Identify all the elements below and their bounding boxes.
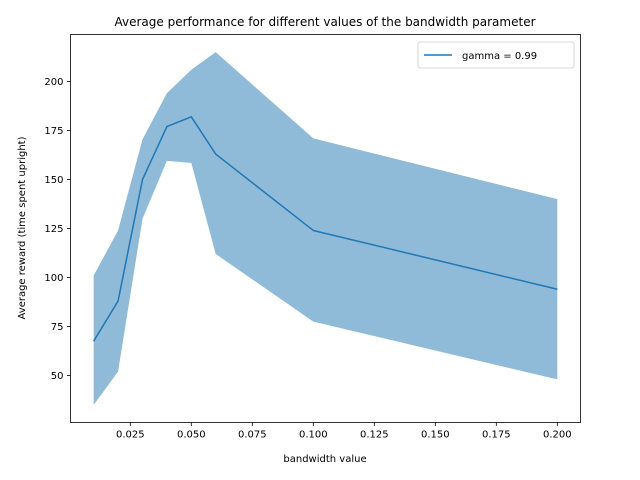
confidence-band-series-0 bbox=[93, 52, 558, 405]
x-tick-label: 0.025 bbox=[116, 430, 145, 441]
x-tick-label: 0.200 bbox=[543, 430, 572, 441]
plot-area bbox=[70, 34, 581, 423]
legend: gamma = 0.99 bbox=[417, 41, 575, 69]
y-tick-label: 100 bbox=[44, 273, 63, 284]
x-tick-label: 0.125 bbox=[360, 430, 389, 441]
x-tick-label: 0.175 bbox=[482, 430, 511, 441]
x-tick-label: 0.150 bbox=[421, 430, 450, 441]
legend-label-gamma-0-99: gamma = 0.99 bbox=[462, 51, 537, 62]
line-layer bbox=[93, 116, 558, 342]
y-tick-label: 50 bbox=[51, 371, 64, 382]
chart-title: Average performance for different values… bbox=[114, 15, 535, 29]
y-axis-label: Average reward (time spent upright) bbox=[17, 136, 28, 319]
legend-frame bbox=[417, 41, 575, 69]
x-tick-label: 0.100 bbox=[299, 430, 328, 441]
x-tick-label: 0.050 bbox=[177, 430, 206, 441]
y-tick-label: 200 bbox=[44, 77, 63, 88]
y-tick-label: 125 bbox=[44, 224, 63, 235]
mean-line-series-0 bbox=[93, 116, 558, 342]
band-layer bbox=[93, 52, 558, 405]
x-axis-ticks: 0.025 0.050 0.075 0.100 0.125 0.150 0.175 0.200 bbox=[116, 422, 572, 441]
x-axis-label: bandwidth value bbox=[283, 454, 366, 465]
y-tick-label: 75 bbox=[51, 322, 64, 333]
x-tick-label: 0.075 bbox=[238, 430, 267, 441]
y-axis-ticks: 50 75 100 125 150 175 200 bbox=[44, 77, 71, 382]
y-tick-label: 175 bbox=[44, 126, 63, 137]
y-tick-label: 150 bbox=[44, 175, 63, 186]
